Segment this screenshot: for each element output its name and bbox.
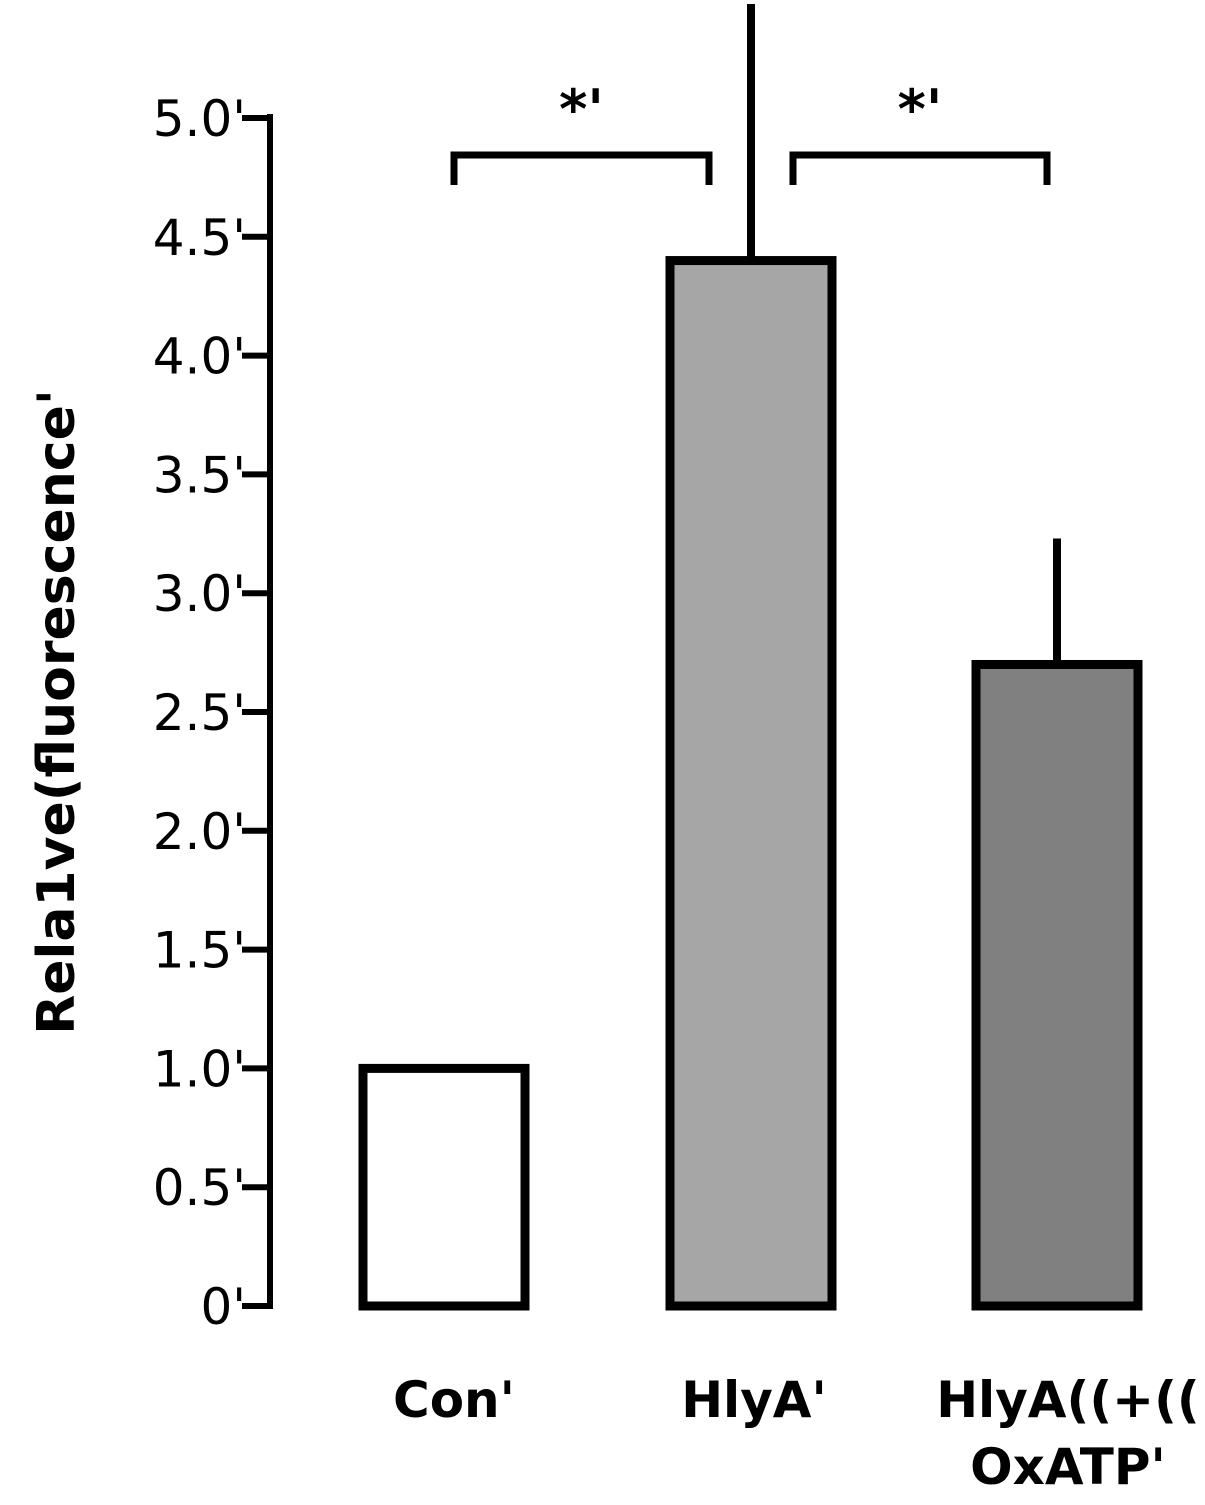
bar <box>971 659 1143 1311</box>
x-tick-label: HlyA((+(( <box>936 1371 1200 1429</box>
y-axis-label: Rela1ve(fluorescence' <box>27 389 87 1035</box>
significance-bracket <box>789 151 1051 185</box>
y-tick-label: 4.0' <box>153 328 246 386</box>
y-tick-label: 0.5' <box>153 1159 246 1217</box>
y-tick-label: 5.0' <box>153 90 246 148</box>
y-tick-label: 0' <box>200 1278 246 1336</box>
y-tick-label: 1.5' <box>153 922 246 980</box>
y-tick-label: 1.0' <box>153 1040 246 1098</box>
bar <box>358 1063 530 1311</box>
x-tick-label: Con' <box>393 1371 515 1429</box>
y-tick-label: 2.0' <box>153 803 246 861</box>
y-tick-label: 3.0' <box>153 565 246 623</box>
significance-label: *' <box>898 78 943 141</box>
y-tick-label: 4.5' <box>153 209 246 267</box>
significance-bracket <box>450 151 713 185</box>
bar <box>665 256 837 1311</box>
y-tick-label: 2.5' <box>153 684 246 742</box>
significance-label: *' <box>559 78 604 141</box>
x-tick-label: OxATP' <box>970 1438 1166 1496</box>
y-tick-label: 3.5' <box>153 446 246 504</box>
x-tick-label: HlyA' <box>681 1371 827 1429</box>
